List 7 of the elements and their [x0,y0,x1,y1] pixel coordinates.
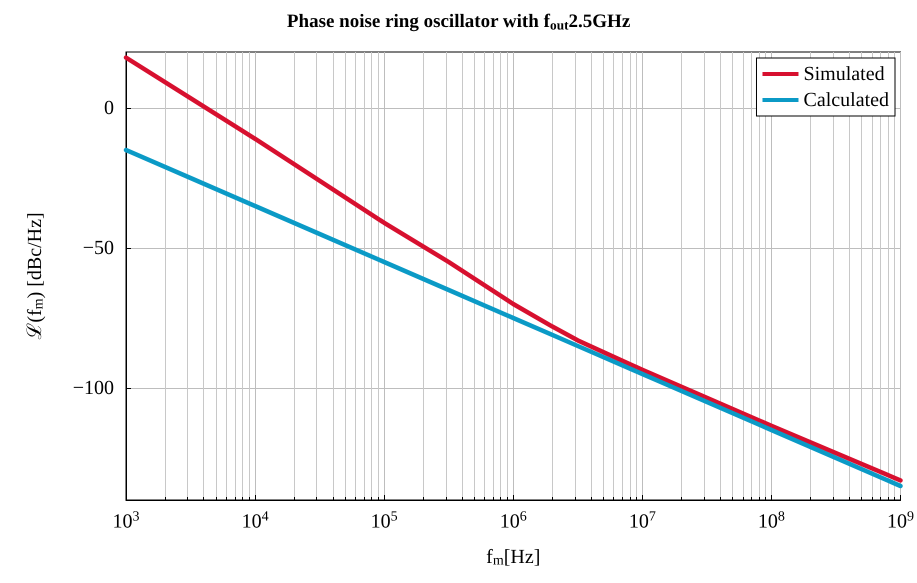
y-tick-label: 0 [104,97,114,119]
y-tick-label: −50 [82,237,114,259]
legend-label: Calculated [803,89,890,111]
y-tick-label: −100 [72,377,114,399]
x-axis-title: fm[Hz] [486,546,540,568]
y-axis-title: ℒ(fm) [dBc/Hz] [24,212,46,340]
legend-label: Simulated [803,63,885,85]
